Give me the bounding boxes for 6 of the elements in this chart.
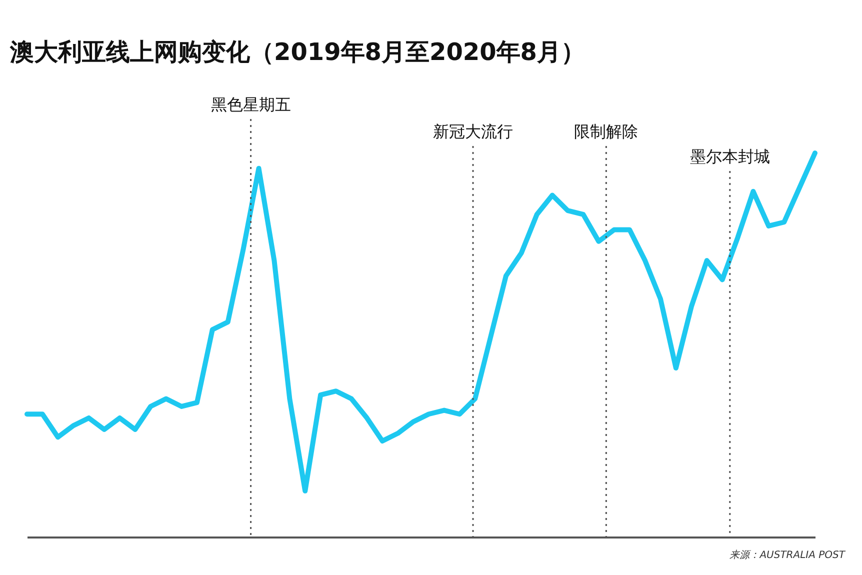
source-note: 来源：AUSTRALIA POST <box>730 549 846 561</box>
chart-title: 澳大利亚线上网购变化（2019年8月至2020年8月） <box>9 38 585 66</box>
annotation: 墨尔本封城 <box>690 147 770 166</box>
text: 新冠大流行 <box>433 122 514 141</box>
text: 黑色星期五 <box>210 95 291 114</box>
text: 限制解除 <box>574 122 638 141</box>
